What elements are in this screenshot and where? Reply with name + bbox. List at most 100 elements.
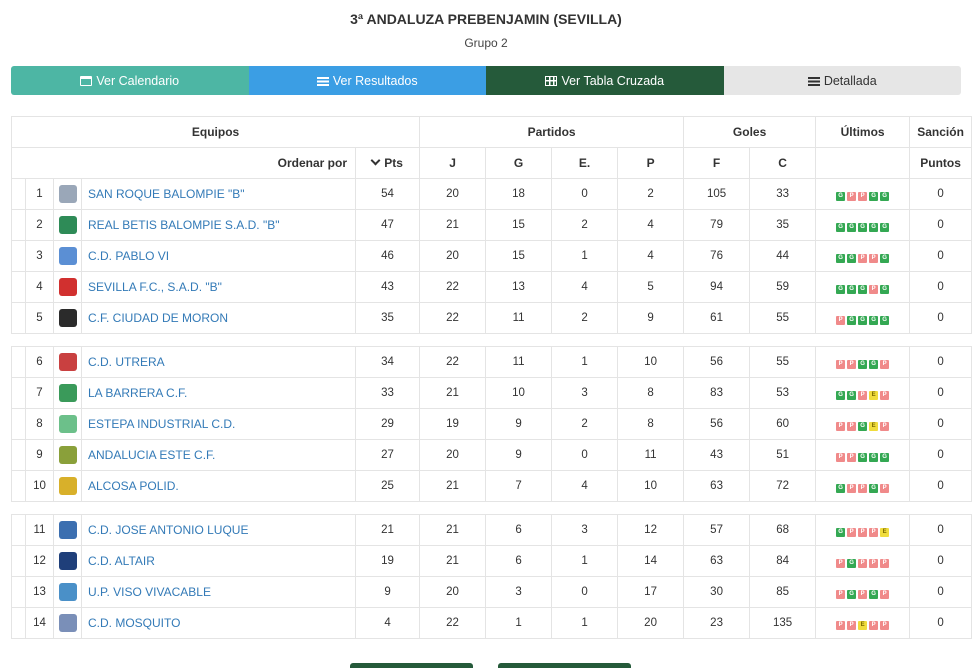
team-link[interactable]: C.D. JOSE ANTONIO LUQUE (88, 523, 249, 537)
form-result-badge: P (858, 589, 868, 599)
c-cell: 55 (749, 302, 817, 334)
table-row: 12 C.D. ALTAIR 19 21 6 1 14 63 84 P G P P P 0 (11, 545, 972, 577)
team-link[interactable]: LA BARRERA C.F. (88, 386, 188, 400)
team-link[interactable]: C.D. UTRERA (88, 355, 165, 369)
bottom-button-right[interactable] (498, 663, 631, 668)
pts-cell: 21 (354, 514, 421, 546)
form-result-badge: P (847, 483, 857, 493)
row-marker (11, 545, 26, 577)
pts-cell: 9 (354, 576, 421, 608)
tab-tabla-cruzada-label: Ver Tabla Cruzada (561, 73, 665, 88)
position-cell: 10 (25, 470, 54, 502)
form-result-badge: E (869, 421, 879, 431)
team-crest-icon (58, 353, 77, 371)
separator-cell (11, 333, 972, 347)
tab-tabla-cruzada[interactable]: Ver Tabla Cruzada (486, 66, 724, 95)
g-cell: 11 (485, 346, 553, 378)
e-cell: 2 (551, 302, 619, 334)
sancion-cell: 0 (909, 178, 972, 210)
j-cell: 20 (419, 576, 487, 608)
j-cell: 21 (419, 470, 487, 502)
team-cell: SAN ROQUE BALOMPIE "B" (81, 178, 356, 210)
team-link[interactable]: C.D. MOSQUITO (88, 616, 181, 630)
team-crest-icon (58, 614, 77, 632)
table-row: 10 ALCOSA POLID. 25 21 7 4 10 63 72 G P P G P 0 (11, 470, 972, 502)
form-result-badge: P (847, 191, 857, 201)
row-marker (11, 607, 26, 639)
g-cell: 6 (485, 514, 553, 546)
row-marker (11, 271, 26, 303)
form-result-badge: P (880, 483, 890, 493)
team-crest-icon (58, 185, 77, 203)
form-result-badge: P (858, 253, 868, 263)
team-link[interactable]: SEVILLA F.C., S.A.D. "B" (88, 280, 222, 294)
team-link[interactable]: SAN ROQUE BALOMPIE "B" (88, 187, 245, 201)
bottom-button-left[interactable] (350, 663, 473, 668)
tab-calendario[interactable]: Ver Calendario (11, 66, 249, 95)
tab-detallada[interactable]: Detallada (723, 66, 961, 95)
crest-cell (53, 576, 82, 608)
c-cell: 59 (749, 271, 817, 303)
page-subtitle: Grupo 2 (464, 36, 508, 50)
team-cell: REAL BETIS BALOMPIE S.A.D. "B" (81, 209, 356, 241)
team-cell: C.D. MOSQUITO (81, 607, 356, 639)
team-link[interactable]: ALCOSA POLID. (88, 479, 179, 493)
pts-cell: 54 (354, 178, 421, 210)
p-cell: 10 (617, 346, 685, 378)
crest-cell (53, 209, 82, 241)
g-cell: 9 (485, 439, 553, 471)
sort-label: Ordenar por (11, 147, 356, 179)
team-crest-icon (58, 247, 77, 265)
form-result-badge: P (858, 558, 868, 568)
j-cell: 22 (419, 346, 487, 378)
row-marker (11, 408, 26, 440)
g-cell: 15 (485, 209, 553, 241)
team-link[interactable]: C.D. ALTAIR (88, 554, 155, 568)
sancion-cell: 0 (909, 209, 972, 241)
team-cell: SEVILLA F.C., S.A.D. "B" (81, 271, 356, 303)
row-marker (11, 346, 26, 378)
tab-calendario-label: Ver Calendario (96, 73, 180, 88)
form-result-badge: G (836, 284, 846, 294)
pts-cell: 47 (354, 209, 421, 241)
team-link[interactable]: ESTEPA INDUSTRIAL C.D. (88, 417, 236, 431)
e-cell: 2 (551, 209, 619, 241)
c-cell: 53 (749, 377, 817, 409)
form-result-badge: P (847, 421, 857, 431)
crest-cell (53, 514, 82, 546)
sort-by-points-button[interactable]: Pts (354, 147, 421, 179)
row-marker (11, 377, 26, 409)
p-cell: 5 (617, 271, 685, 303)
team-link[interactable]: REAL BETIS BALOMPIE S.A.D. "B" (88, 218, 280, 232)
team-link[interactable]: C.D. PABLO VI (88, 249, 170, 263)
team-link[interactable]: U.P. VISO VIVACABLE (88, 585, 211, 599)
form-result-badge: P (836, 452, 846, 462)
team-link[interactable]: C.F. CIUDAD DE MORON (88, 311, 229, 325)
view-tabs: Ver Calendario Ver Resultados Ver Tabla … (11, 66, 961, 95)
form-result-badge: G (836, 527, 846, 537)
table-row: 2 REAL BETIS BALOMPIE S.A.D. "B" 47 21 15 2 4 7… (11, 209, 972, 241)
position-cell: 3 (25, 240, 54, 272)
form-result-badge: G (880, 452, 890, 462)
team-link[interactable]: ANDALUCIA ESTE C.F. (88, 448, 216, 462)
crest-cell (53, 607, 82, 639)
form-result-badge: G (880, 191, 890, 201)
p-cell: 17 (617, 576, 685, 608)
form-result-badge: P (847, 527, 857, 537)
pts-cell: 34 (354, 346, 421, 378)
form-result-badge: G (858, 315, 868, 325)
tab-resultados[interactable]: Ver Resultados (248, 66, 486, 95)
form-result-badge: P (836, 558, 846, 568)
f-cell: 79 (683, 209, 751, 241)
f-cell: 30 (683, 576, 751, 608)
g-cell: 10 (485, 377, 553, 409)
